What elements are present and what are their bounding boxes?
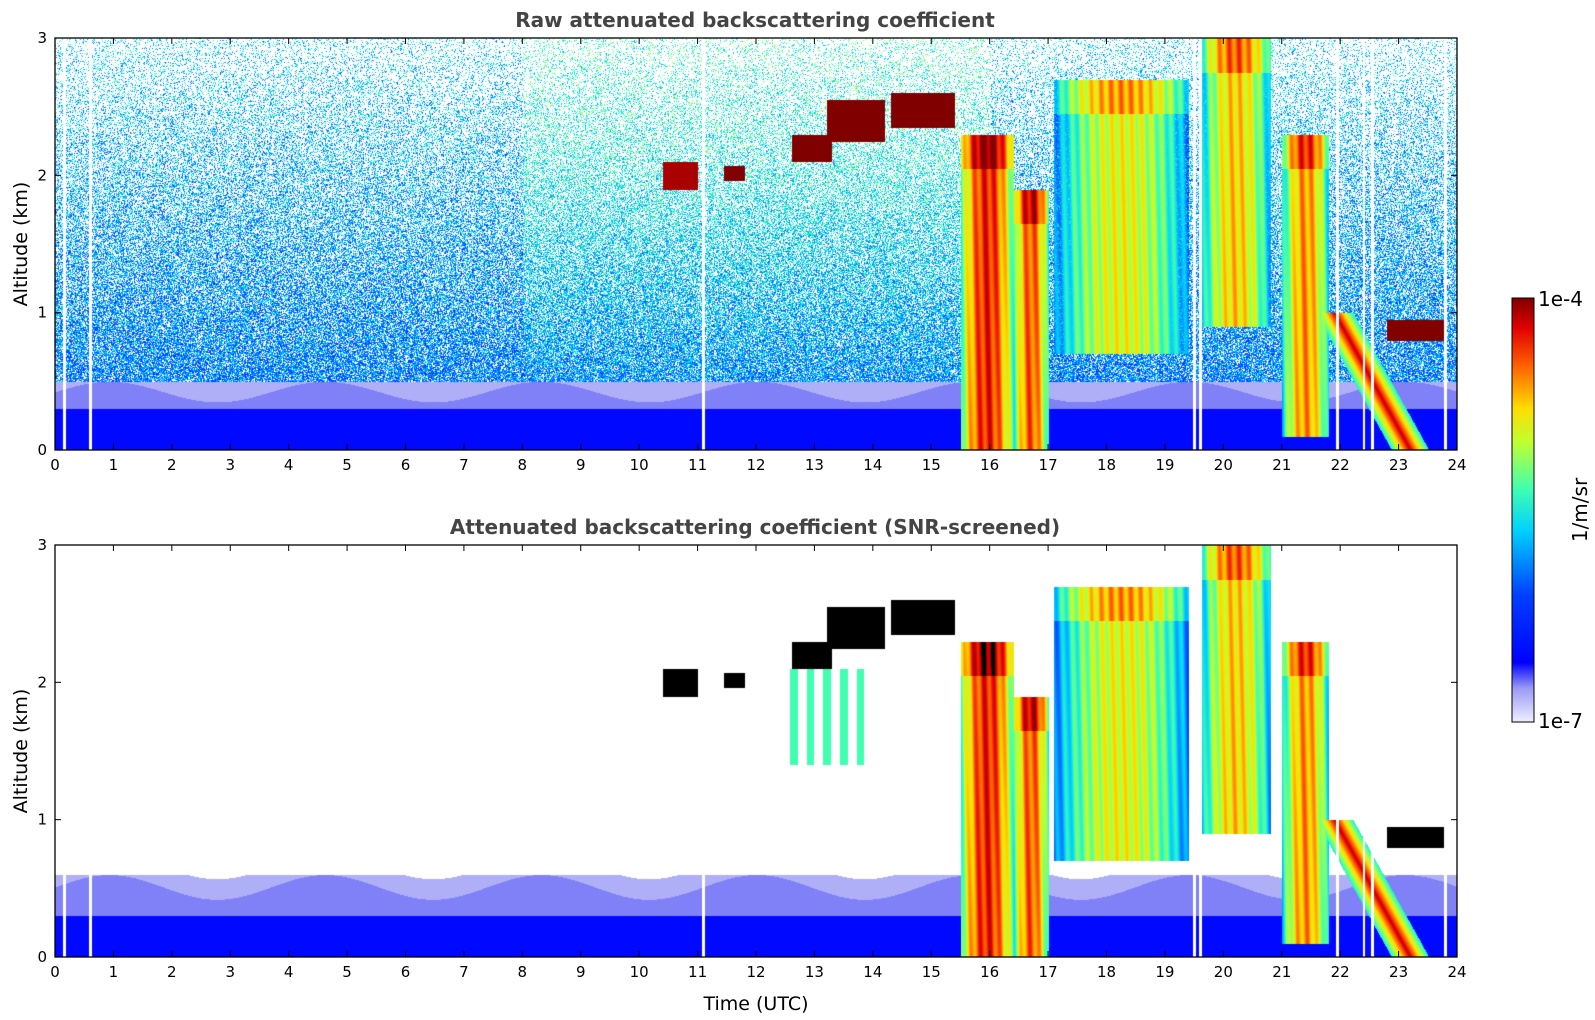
y-tick-label: 1 xyxy=(37,811,47,829)
x-tick-label: 7 xyxy=(459,456,469,474)
x-tick-label: 3 xyxy=(225,963,235,981)
panel-raw-plot-area xyxy=(55,38,1457,450)
panel-screened: Attenuated backscattering coefficient (S… xyxy=(10,515,1467,1015)
x-tick-label: 0 xyxy=(50,963,60,981)
y-tick-label: 3 xyxy=(37,536,47,554)
panel-screened-heatmap xyxy=(55,545,1457,957)
colorbar-gradient xyxy=(1511,297,1535,723)
y-tick-label: 3 xyxy=(37,29,47,47)
x-tick-label: 22 xyxy=(1331,963,1350,981)
x-tick-label: 20 xyxy=(1214,456,1233,474)
panel-raw-ticks: 0 1 2 3 4 5 6 7 8 9 10 11 12 13 14 15 16 17 18 19 20 21 22 23 24… xyxy=(37,29,1466,474)
x-tick-label: 15 xyxy=(922,963,941,981)
x-tick-label: 23 xyxy=(1389,963,1408,981)
y-tick-label: 0 xyxy=(37,948,47,966)
x-tick-label: 15 xyxy=(922,456,941,474)
x-tick-label: 2 xyxy=(167,963,177,981)
x-tick-label: 17 xyxy=(1039,963,1058,981)
panel-raw: Raw attenuated backscattering coefficien… xyxy=(10,8,1467,474)
x-tick-label: 0 xyxy=(50,456,60,474)
y-tick-label: 1 xyxy=(37,304,47,322)
x-tick-label: 10 xyxy=(630,456,649,474)
panel-raw-ylabel: Altitude (km) xyxy=(10,182,32,307)
x-tick-label: 11 xyxy=(688,963,707,981)
colorbar: 1e-4 1e-7 1/m/sr xyxy=(1511,287,1592,733)
x-tick-label: 17 xyxy=(1039,456,1058,474)
x-tick-label: 11 xyxy=(688,456,707,474)
y-tick-label: 2 xyxy=(37,673,47,691)
x-tick-label: 24 xyxy=(1447,963,1466,981)
y-tick-label: 0 xyxy=(37,441,47,459)
x-tick-label: 1 xyxy=(109,456,119,474)
x-tick-label: 9 xyxy=(576,456,586,474)
colorbar-min-label: 1e-7 xyxy=(1538,709,1583,733)
panel-screened-plot-area xyxy=(55,545,1457,957)
x-tick-label: 16 xyxy=(980,456,999,474)
x-tick-label: 16 xyxy=(980,963,999,981)
x-tick-label: 4 xyxy=(284,456,294,474)
x-tick-label: 6 xyxy=(401,456,411,474)
x-tick-label: 23 xyxy=(1389,456,1408,474)
x-tick-label: 13 xyxy=(805,963,824,981)
x-tick-label: 7 xyxy=(459,963,469,981)
panel-raw-heatmap xyxy=(55,38,1457,450)
x-tick-label: 9 xyxy=(576,963,586,981)
x-tick-label: 24 xyxy=(1447,456,1466,474)
x-tick-label: 5 xyxy=(342,963,352,981)
panel-raw-title: Raw attenuated backscattering coefficien… xyxy=(515,8,995,32)
panel-screened-xlabel: Time (UTC) xyxy=(702,993,808,1015)
x-tick-label: 14 xyxy=(863,963,882,981)
colorbar-max-label: 1e-4 xyxy=(1538,287,1583,311)
x-tick-label: 19 xyxy=(1155,963,1174,981)
x-tick-label: 18 xyxy=(1097,456,1116,474)
x-tick-label: 10 xyxy=(630,963,649,981)
x-tick-label: 18 xyxy=(1097,963,1116,981)
x-tick-label: 5 xyxy=(342,456,352,474)
x-tick-label: 22 xyxy=(1331,456,1350,474)
x-tick-label: 6 xyxy=(401,963,411,981)
x-tick-label: 14 xyxy=(863,456,882,474)
x-tick-label: 8 xyxy=(518,456,528,474)
x-tick-label: 21 xyxy=(1272,963,1291,981)
x-tick-label: 4 xyxy=(284,963,294,981)
y-tick-label: 2 xyxy=(37,166,47,184)
x-tick-label: 21 xyxy=(1272,456,1291,474)
x-tick-label: 12 xyxy=(746,456,765,474)
x-tick-label: 2 xyxy=(167,456,177,474)
panel-screened-ticks: 0 1 2 3 4 5 6 7 8 9 10 11 12 13 14 15 16 17 18 19 20 21 22 23 24… xyxy=(37,536,1466,981)
x-tick-label: 13 xyxy=(805,456,824,474)
colorbar-unit-label: 1/m/sr xyxy=(1568,477,1592,542)
x-tick-label: 8 xyxy=(518,963,528,981)
x-tick-label: 3 xyxy=(225,456,235,474)
panel-screened-title: Attenuated backscattering coefficient (S… xyxy=(450,515,1060,539)
x-tick-label: 12 xyxy=(746,963,765,981)
x-tick-label: 1 xyxy=(109,963,119,981)
x-tick-label: 19 xyxy=(1155,456,1174,474)
panel-screened-ylabel: Altitude (km) xyxy=(10,689,32,814)
x-tick-label: 20 xyxy=(1214,963,1233,981)
